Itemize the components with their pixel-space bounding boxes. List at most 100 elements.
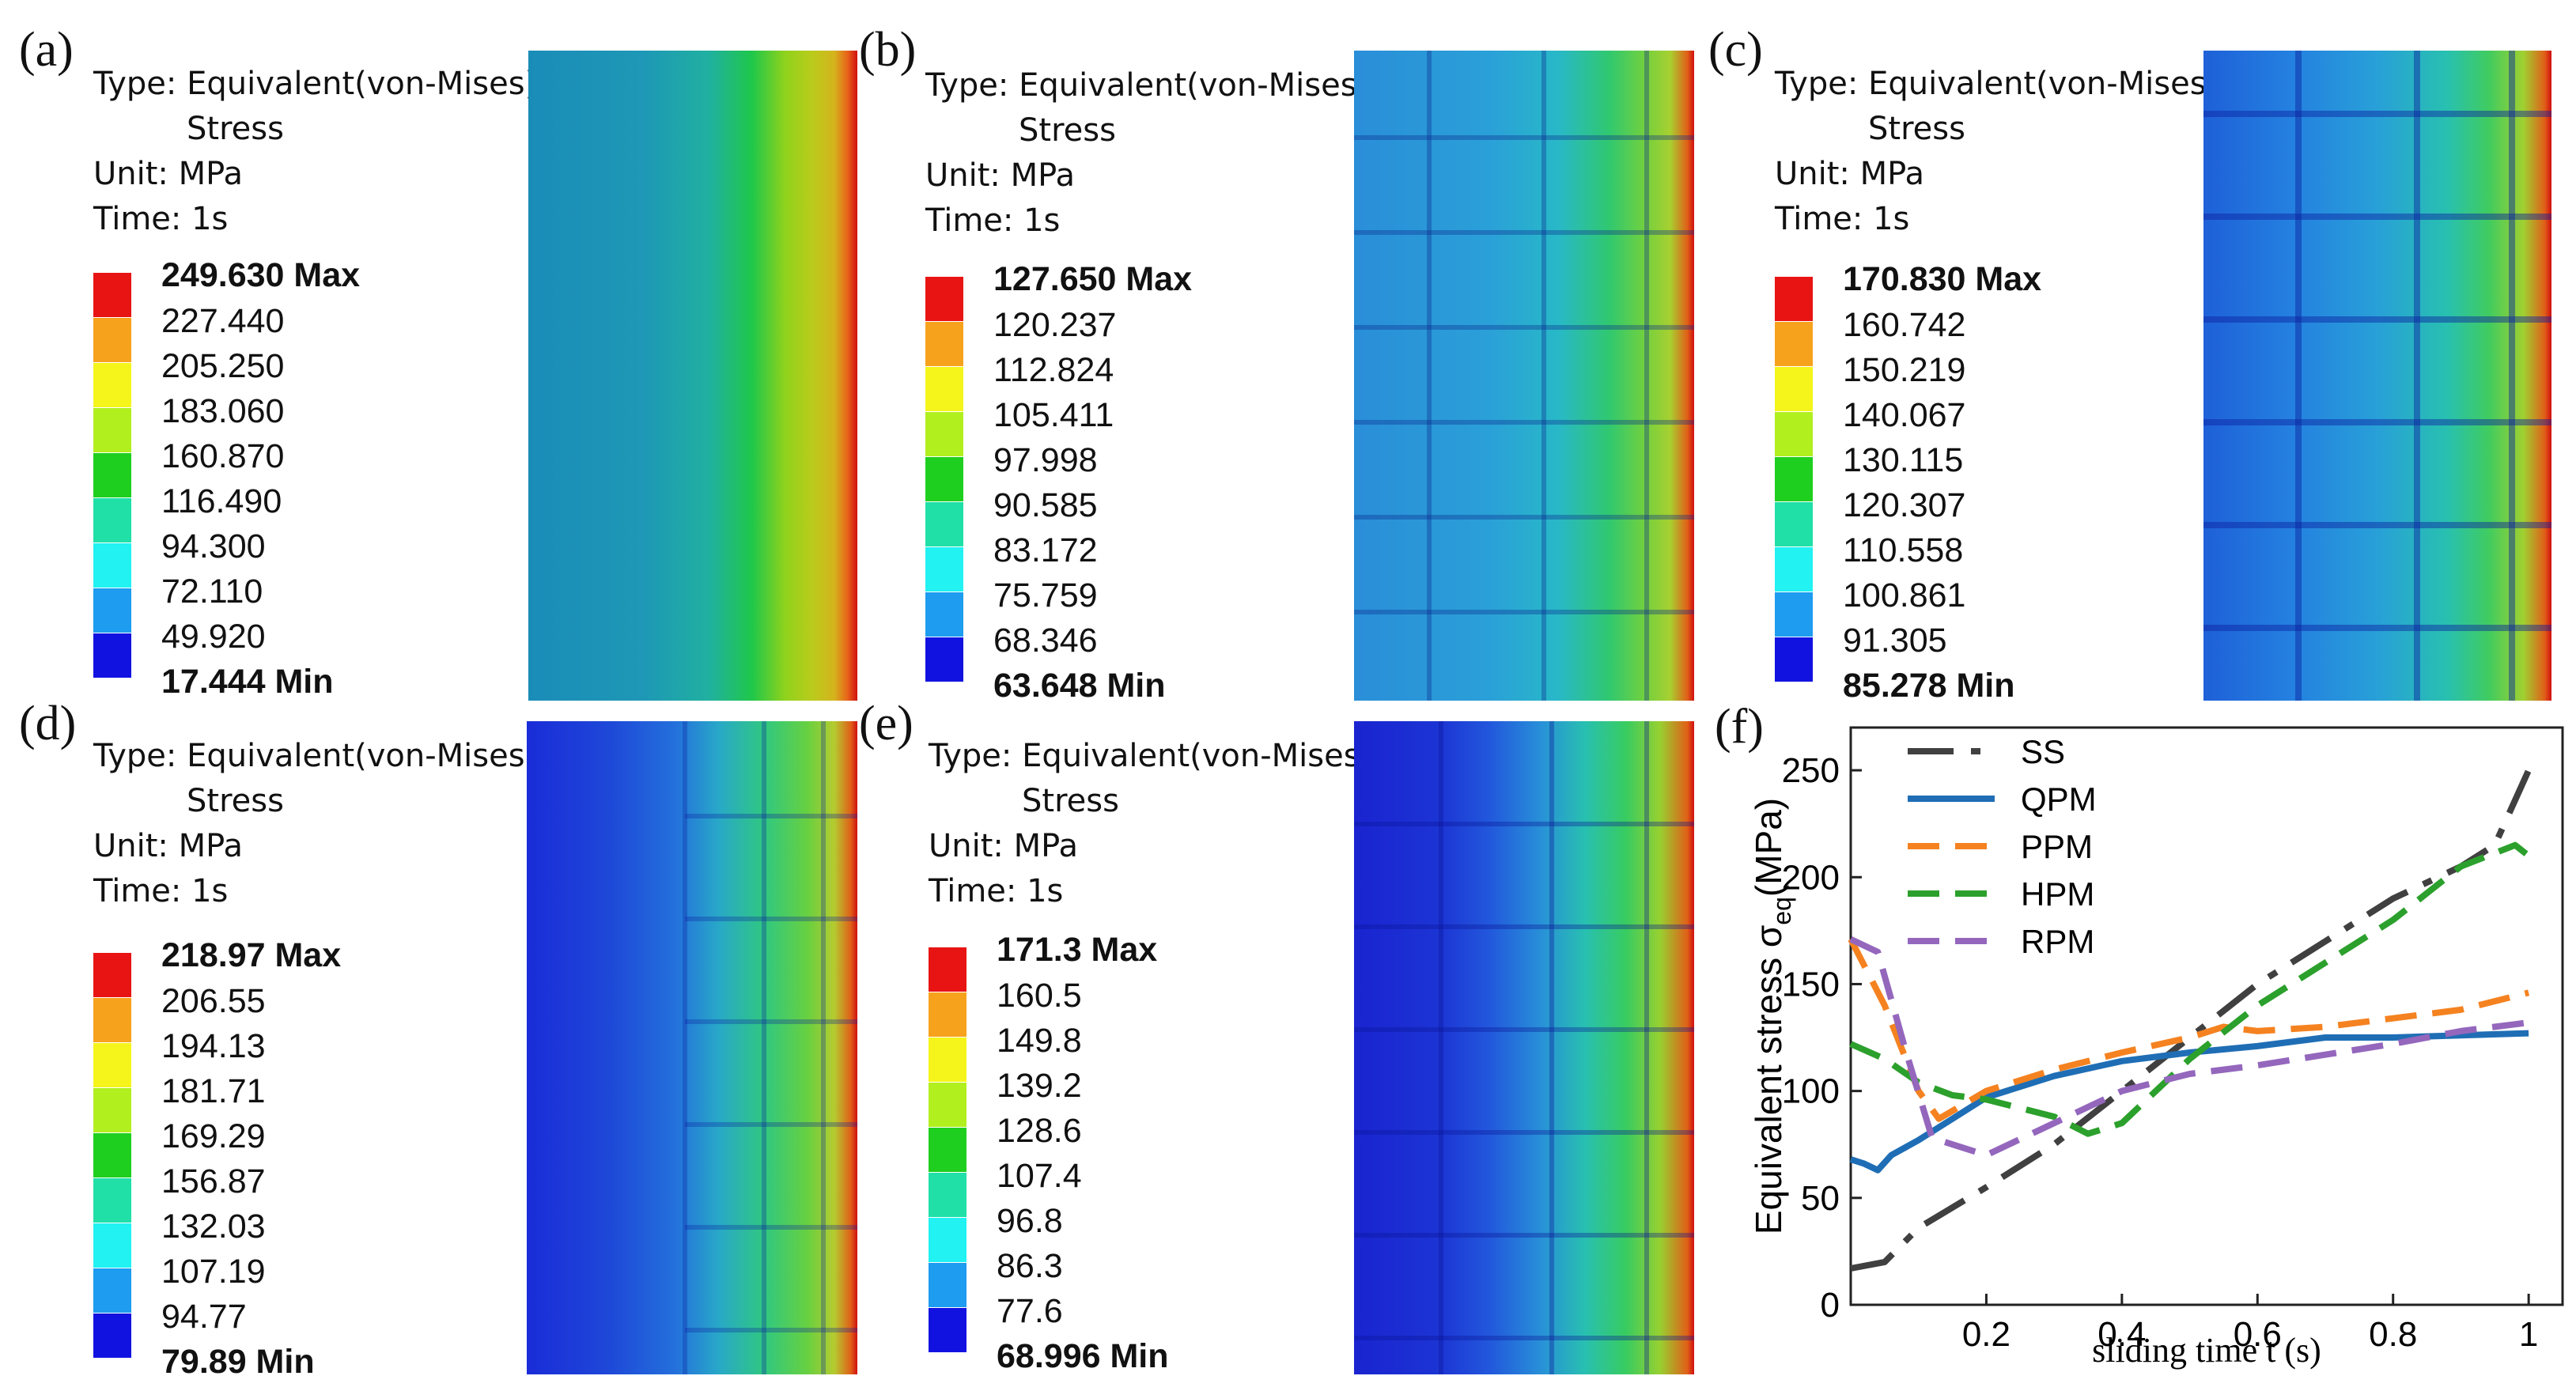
legend-min: 68.996 Min (997, 1337, 1169, 1375)
legend-value: 140.067 (1843, 396, 1966, 434)
legend-value: 205.250 (161, 347, 285, 385)
legend-value: 128.6 (997, 1112, 1082, 1150)
legend-swatch (93, 453, 131, 497)
legend-swatch (925, 457, 963, 501)
legend-min: 17.444 Min (161, 663, 334, 701)
legend-max: 171.3 Max (997, 931, 1158, 969)
y-axis-label-sub: eq (1768, 897, 1796, 925)
legend-value: 160.5 (997, 977, 1082, 1015)
x-tick-label: 0.8 (2369, 1315, 2417, 1354)
color-legend: 249.630 Max 227.440 205.250 183.060 160.… (93, 259, 394, 699)
legend-swatch (93, 318, 131, 362)
legend-max: 127.650 Max (993, 260, 1193, 298)
legend-value: 206.55 (161, 982, 266, 1020)
x-tick-label: 0.4 (2097, 1315, 2146, 1354)
legend-max: 249.630 Max (161, 256, 361, 294)
legend-label-hpm: HPM (2021, 875, 2094, 913)
legend-swatch (1775, 592, 1813, 637)
series-line-rpm (1849, 936, 2529, 1159)
legend-min: 63.648 Min (993, 667, 1166, 705)
time-label: Time: 1s (93, 201, 229, 237)
type-cont: Stress (187, 783, 284, 819)
unit-label: Unit: MPa (929, 828, 1078, 864)
legend-swatch (925, 637, 963, 682)
type-cont: Stress (1019, 112, 1116, 149)
legend-swatch (1775, 322, 1813, 366)
legend-label-qpm: QPM (2021, 781, 2097, 818)
type-label: Type: Equivalent(von-Mises) (1775, 66, 2219, 102)
type-label: Type: Equivalent(von-Mises) (93, 66, 538, 102)
legend-swatch (925, 592, 963, 637)
legend-swatch (93, 273, 131, 317)
legend-swatch (925, 367, 963, 411)
panel-d-info: Type: Equivalent(von-Mises) Stress Unit:… (93, 734, 537, 914)
legend-min: 79.89 Min (161, 1343, 315, 1381)
color-legend: 127.650 Max 120.237 112.824 105.411 97.9… (925, 263, 1226, 703)
legend-swatch (1775, 412, 1813, 456)
y-axis-label: Equivalent stress σeq(MPa) (1748, 798, 1796, 1234)
panel-d-label: (d) (19, 697, 77, 750)
legend-swatch (1775, 457, 1813, 501)
panel-b-info: Type: Equivalent(von-Mises) Stress Unit:… (925, 63, 1369, 244)
legend-value: 160.742 (1843, 306, 1966, 344)
legend-value: 116.490 (161, 482, 282, 520)
legend-value: 150.219 (1843, 351, 1966, 389)
legend-value: 120.237 (993, 306, 1117, 344)
legend-value: 86.3 (997, 1247, 1063, 1285)
time-label: Time: 1s (925, 202, 1061, 239)
legend-value: 139.2 (997, 1067, 1082, 1105)
panel-c-label: (c) (1708, 23, 1763, 77)
time-label: Time: 1s (929, 873, 1064, 909)
legend-value: 130.115 (1843, 441, 1964, 479)
unit-label: Unit: MPa (93, 828, 243, 864)
stress-contour-map (2203, 51, 2551, 701)
color-legend: 171.3 Max 160.5 149.8 139.2 128.6 107.4 … (929, 933, 1229, 1374)
legend-swatch (93, 588, 131, 633)
legend-value: 105.411 (993, 396, 1114, 434)
legend-swatch (929, 1173, 966, 1217)
legend-swatch (93, 498, 131, 542)
unit-label: Unit: MPa (1775, 156, 1924, 192)
honeycomb-overlay (1354, 721, 1694, 1374)
legend-value: 169.29 (161, 1117, 266, 1155)
stress-contour-map (1354, 51, 1694, 701)
legend-swatch (1775, 367, 1813, 411)
panel-a-info: Type: Equivalent(von-Mises) Stress Unit:… (93, 62, 537, 242)
y-tick-label: 200 (1782, 858, 1840, 897)
stress-contour-map (1354, 721, 1694, 1374)
legend-swatch (1775, 637, 1813, 682)
legend-value: 75.759 (993, 576, 1098, 614)
legend-value: 94.77 (161, 1298, 247, 1336)
legend-value: 94.300 (161, 527, 266, 565)
legend-swatch (1775, 277, 1813, 321)
legend-value: 91.305 (1843, 622, 1947, 660)
legend-value: 227.440 (161, 302, 285, 340)
legend-value: 49.920 (161, 618, 266, 656)
legend-swatch (93, 998, 131, 1042)
y-tick-label: 100 (1782, 1072, 1840, 1111)
y-axis-label-main: Equivalent stress σ (1748, 925, 1789, 1234)
legend-value: 90.585 (993, 486, 1098, 524)
type-label: Type: Equivalent(von-Mises) (93, 738, 538, 774)
panel-a-label: (a) (19, 23, 74, 77)
legend-swatch (93, 1268, 131, 1313)
series-line-ss (1850, 769, 2532, 1272)
panel-f-label: (f) (1715, 700, 1764, 754)
honeycomb-overlay (2203, 51, 2551, 701)
color-legend: 170.830 Max 160.742 150.219 140.067 130.… (1775, 263, 2075, 703)
time-label: Time: 1s (93, 873, 229, 909)
legend-value: 97.998 (993, 441, 1098, 479)
legend-value: 83.172 (993, 531, 1098, 569)
legend-swatch (93, 1043, 131, 1087)
legend-swatch (93, 543, 131, 588)
x-tick-label: 0.2 (1962, 1315, 2010, 1354)
y-tick-label: 150 (1782, 965, 1840, 1004)
legend-value: 120.307 (1843, 486, 1966, 524)
x-tick-label: 1 (2519, 1315, 2538, 1354)
series-line-qpm (1849, 1030, 2529, 1174)
y-tick-label: 0 (1821, 1286, 1840, 1325)
legend-value: 156.87 (161, 1162, 266, 1200)
legend-swatch (93, 1223, 131, 1268)
legend-max: 218.97 Max (161, 936, 342, 974)
legend-swatch (929, 992, 966, 1037)
